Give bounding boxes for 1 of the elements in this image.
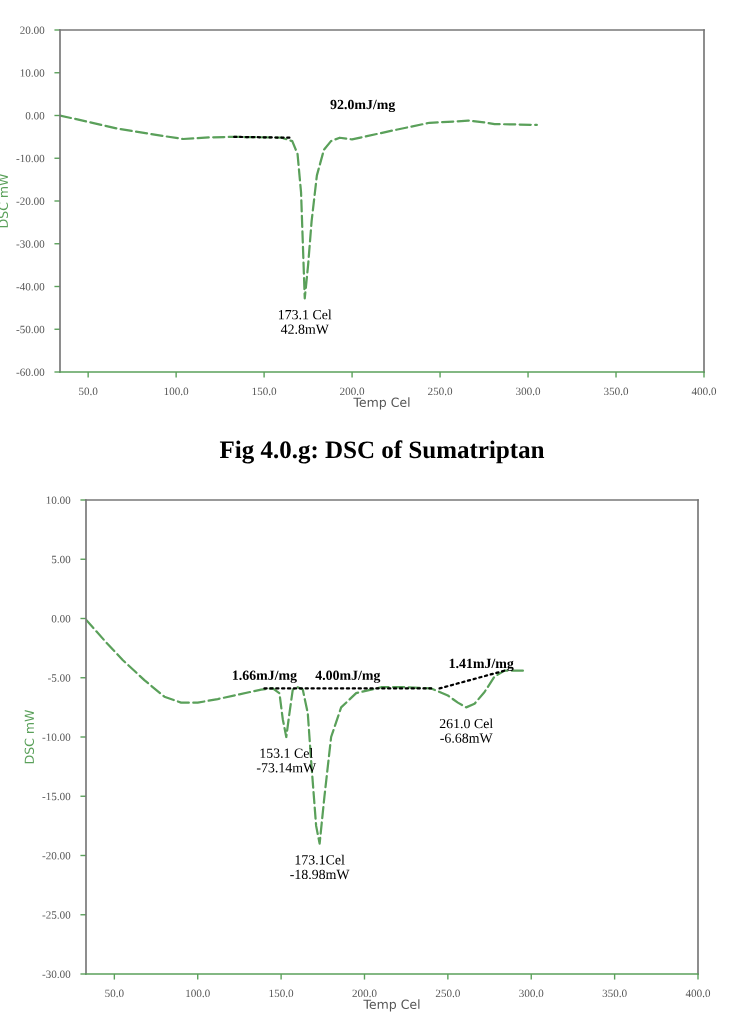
text: Fig 4.0.g: DSC of Sumatriptan xyxy=(219,440,545,464)
